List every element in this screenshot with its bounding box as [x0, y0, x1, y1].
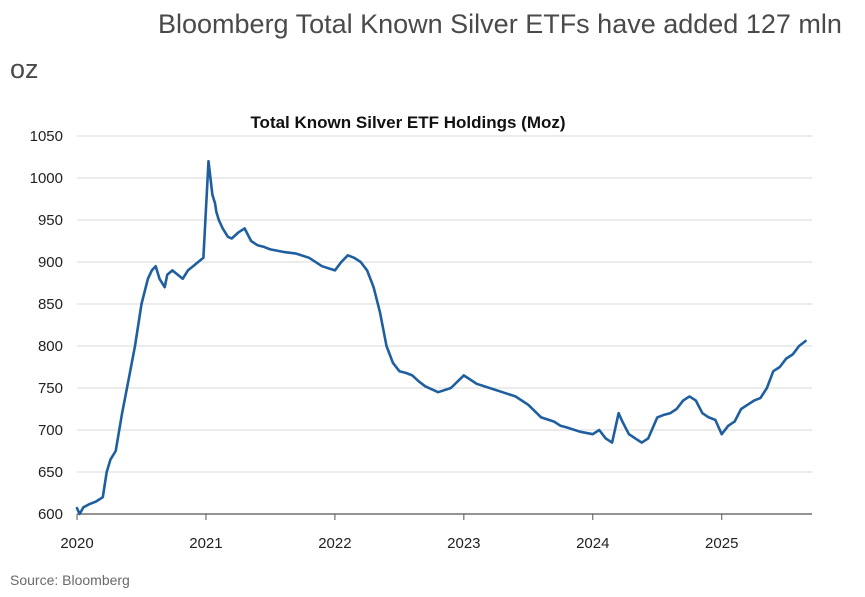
- y-tick-label: 950: [38, 212, 63, 229]
- y-tick-label: 600: [38, 506, 63, 523]
- headline: Bloomberg Total Known Silver ETFs have a…: [10, 9, 842, 84]
- x-tick-label: 2023: [447, 535, 480, 552]
- y-tick-label: 750: [38, 380, 63, 397]
- x-tick-label: 2022: [318, 535, 351, 552]
- x-tick-label: 2025: [705, 535, 738, 552]
- x-tick-label: 2021: [189, 535, 222, 552]
- chart-title: Total Known Silver ETF Holdings (Moz): [250, 113, 565, 132]
- x-tick-label: 2020: [60, 535, 93, 552]
- y-tick-label: 650: [38, 464, 63, 481]
- y-axis-ticks: 600 650 700 750 800 850 900 950 1000 1050: [30, 128, 63, 523]
- x-tick-label: 2024: [576, 535, 609, 552]
- y-tick-label: 700: [38, 422, 63, 439]
- y-tick-label: 850: [38, 296, 63, 313]
- y-tick-label: 1050: [30, 128, 63, 145]
- y-tick-label: 800: [38, 338, 63, 355]
- gridlines: [77, 135, 812, 515]
- x-axis-ticks: 2020 2021 2022 2023 2024 2025: [60, 514, 738, 552]
- series-line: [75, 159, 807, 516]
- y-tick-label: 900: [38, 254, 63, 271]
- y-tick-label: 1000: [30, 170, 63, 187]
- source-note: Source: Bloomberg: [10, 572, 130, 588]
